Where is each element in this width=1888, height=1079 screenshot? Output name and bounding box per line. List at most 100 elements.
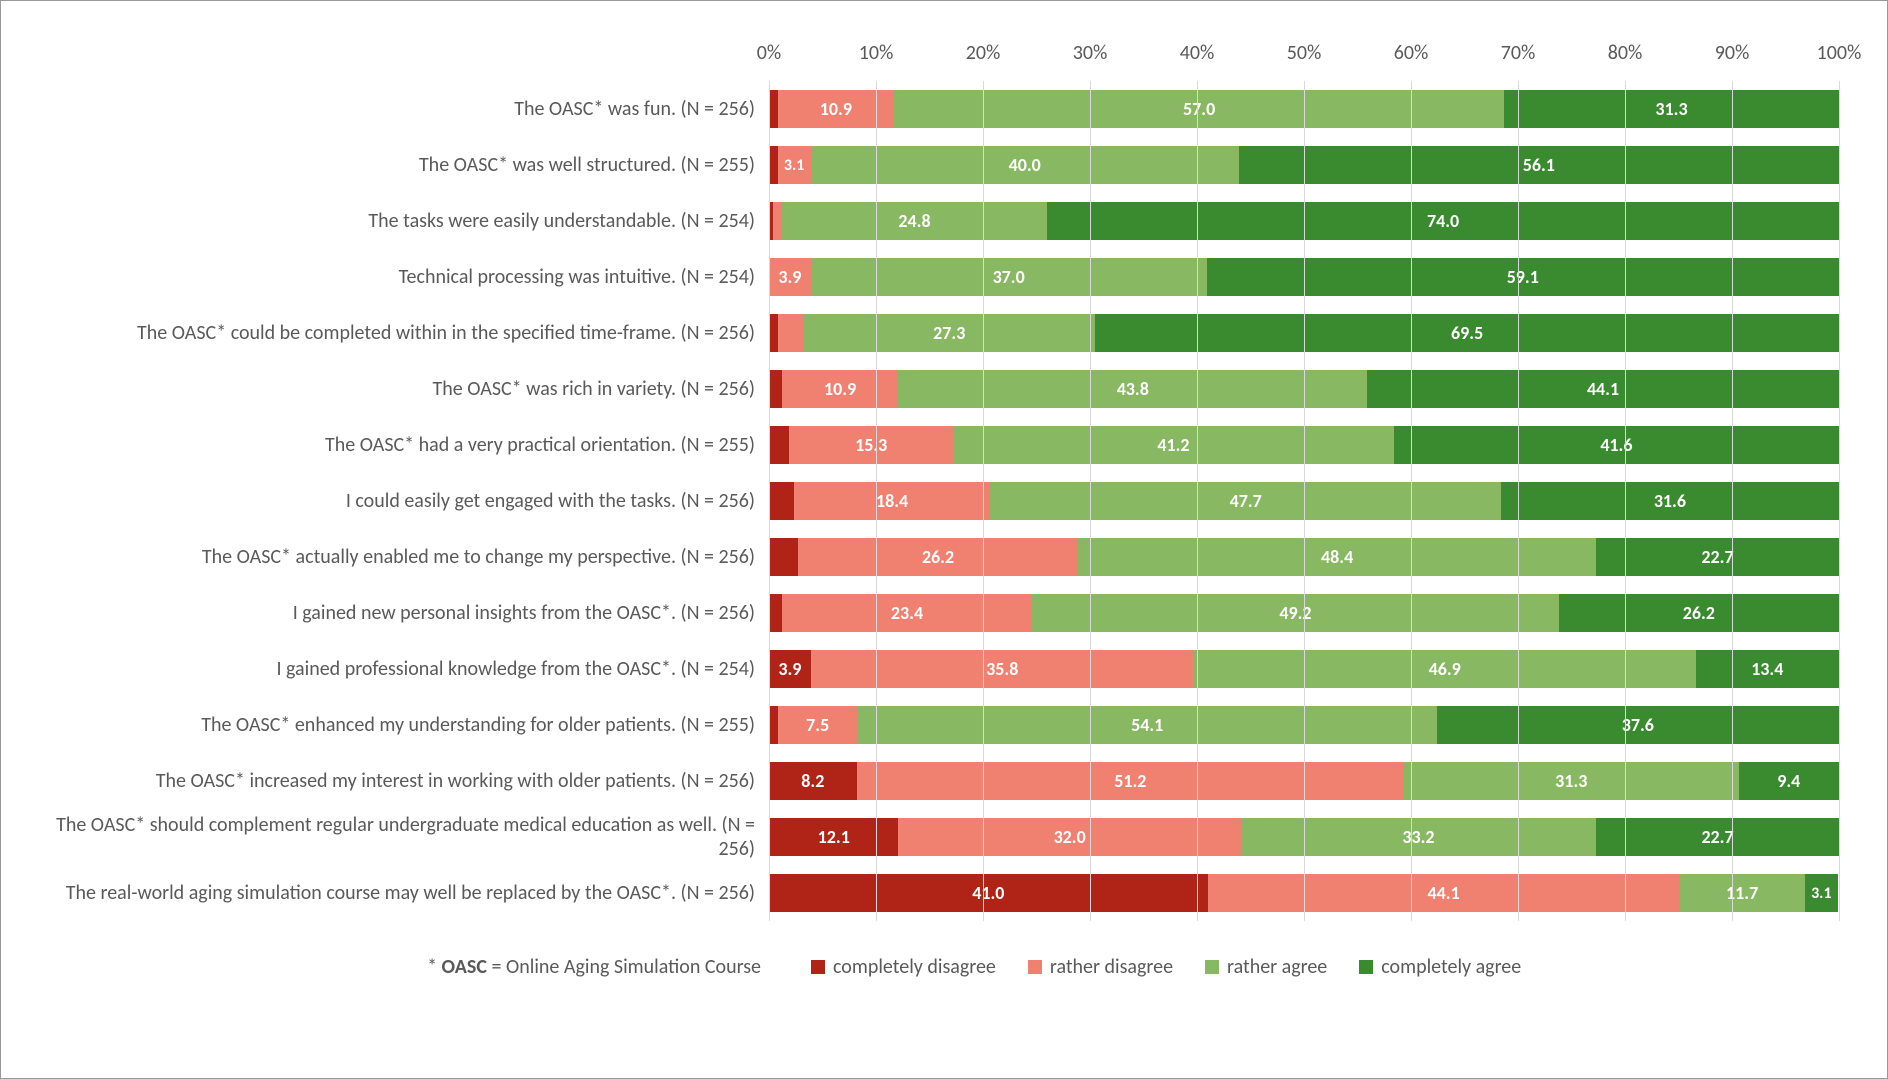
bar-segment-rather-agree: 27.3 — [803, 314, 1095, 352]
legend-item-completely-disagree: completely disagree — [811, 955, 996, 979]
stacked-bar: 3.140.056.1 — [769, 146, 1839, 184]
axis-tick-label: 10% — [859, 41, 894, 65]
bar-segment-completely-disagree — [769, 370, 782, 408]
legend-label: rather disagree — [1050, 955, 1173, 979]
bar-cell: 41.044.111.73.1 — [769, 865, 1839, 921]
bar-segment-completely-disagree — [769, 538, 798, 576]
axis-spacer — [51, 31, 761, 81]
bar-cell: 24.874.0 — [769, 193, 1839, 249]
category-label: The OASC* was fun. (N = 256) — [51, 81, 761, 137]
bar-segment-rather-disagree — [773, 202, 782, 240]
bar-segment-completely-agree: 59.1 — [1207, 258, 1839, 296]
axis-tick-label: 80% — [1608, 41, 1643, 65]
bar-segment-rather-disagree — [778, 314, 804, 352]
axis-tick-label: 30% — [1073, 41, 1108, 65]
bar-segment-rather-agree: 43.8 — [898, 370, 1367, 408]
category-label: The OASC* was rich in variety. (N = 256) — [51, 361, 761, 417]
category-label: The OASC* enhanced my understanding for … — [51, 697, 761, 753]
bar-segment-completely-agree: 26.2 — [1559, 594, 1839, 632]
bar-segment-completely-agree: 37.6 — [1437, 706, 1839, 744]
stacked-bar: 23.449.226.2 — [769, 594, 1839, 632]
axis-tick-label: 90% — [1715, 41, 1750, 65]
bar-segment-completely-disagree — [769, 146, 778, 184]
legend-swatch — [1028, 960, 1042, 974]
category-label: I could easily get engaged with the task… — [51, 473, 761, 529]
stacked-bar: 26.248.422.7 — [769, 538, 1839, 576]
bar-segment-rather-agree: 54.1 — [858, 706, 1437, 744]
bar-segment-rather-disagree: 51.2 — [857, 762, 1404, 800]
bar-segment-rather-disagree: 10.9 — [782, 370, 899, 408]
bar-segment-completely-agree: 31.3 — [1504, 90, 1839, 128]
bar-cell: 18.447.731.6 — [769, 473, 1839, 529]
legend: completely disagree rather disagree rather… — [811, 955, 1521, 979]
bar-segment-rather-agree: 24.8 — [782, 202, 1047, 240]
legend-label: rather agree — [1227, 955, 1327, 979]
bar-segment-completely-agree: 9.4 — [1739, 762, 1839, 800]
bar-cell: 10.943.844.1 — [769, 361, 1839, 417]
stacked-bar: 7.554.137.6 — [769, 706, 1839, 744]
bar-segment-rather-disagree: 44.1 — [1208, 874, 1680, 912]
bar-segment-rather-agree: 48.4 — [1078, 538, 1596, 576]
category-label: The real-world aging simulation course m… — [51, 865, 761, 921]
bar-segment-rather-agree: 49.2 — [1032, 594, 1558, 632]
bar-cell: 10.957.031.3 — [769, 81, 1839, 137]
footnote-suffix: = Online Aging Simulation Course — [487, 955, 761, 979]
bar-segment-completely-agree: 44.1 — [1367, 370, 1839, 408]
axis-tick-label: 70% — [1501, 41, 1536, 65]
footnote-bold: OASC — [442, 955, 487, 979]
stacked-bar: 3.937.059.1 — [769, 258, 1839, 296]
bar-segment-completely-agree: 56.1 — [1239, 146, 1839, 184]
bar-segment-rather-disagree: 23.4 — [782, 594, 1032, 632]
bar-segment-completely-agree: 3.1 — [1805, 874, 1838, 912]
bar-cell: 12.132.033.222.7 — [769, 809, 1839, 865]
category-label: The OASC* had a very practical orientati… — [51, 417, 761, 473]
bar-cell: 3.937.059.1 — [769, 249, 1839, 305]
chart-frame: 0%10%20%30%40%50%60%70%80%90%100% The OA… — [0, 0, 1888, 1079]
bar-segment-completely-disagree — [769, 314, 778, 352]
bar-segment-rather-disagree: 3.9 — [769, 258, 811, 296]
bar-segment-completely-disagree — [769, 426, 789, 464]
bar-segment-rather-agree: 37.0 — [811, 258, 1207, 296]
footer-row: * OASC = Online Aging Simulation Course … — [51, 955, 1837, 979]
bar-segment-rather-disagree: 7.5 — [778, 706, 858, 744]
bar-segment-rather-disagree: 18.4 — [794, 482, 991, 520]
bar-cell: 8.251.231.39.4 — [769, 753, 1839, 809]
axis-tick-label: 100% — [1817, 41, 1862, 65]
legend-label: completely agree — [1381, 955, 1521, 979]
bar-cell: 3.935.846.913.4 — [769, 641, 1839, 697]
bar-cell: 7.554.137.6 — [769, 697, 1839, 753]
axis-tick-label: 60% — [1394, 41, 1429, 65]
stacked-bar: 8.251.231.39.4 — [769, 762, 1839, 800]
category-label: The OASC* increased my interest in worki… — [51, 753, 761, 809]
bar-segment-completely-agree: 74.0 — [1047, 202, 1839, 240]
bar-cell: 23.449.226.2 — [769, 585, 1839, 641]
bar-segment-rather-disagree: 26.2 — [798, 538, 1078, 576]
bar-segment-completely-agree: 22.7 — [1596, 818, 1839, 856]
stacked-bar-chart: 0%10%20%30%40%50%60%70%80%90%100% The OA… — [51, 31, 1837, 921]
category-label: The OASC* actually enabled me to change … — [51, 529, 761, 585]
category-label: The OASC* was well structured. (N = 255) — [51, 137, 761, 193]
bar-segment-completely-disagree: 12.1 — [769, 818, 898, 856]
bar-segment-completely-disagree — [769, 90, 778, 128]
legend-item-rather-disagree: rather disagree — [1028, 955, 1173, 979]
stacked-bar: 24.874.0 — [769, 202, 1839, 240]
bar-segment-completely-agree: 69.5 — [1095, 314, 1839, 352]
bar-segment-rather-agree: 40.0 — [811, 146, 1239, 184]
stacked-bar: 15.341.241.6 — [769, 426, 1839, 464]
gridline — [1839, 81, 1840, 921]
stacked-bar: 10.943.844.1 — [769, 370, 1839, 408]
axis-tick-label: 50% — [1287, 41, 1322, 65]
bar-segment-completely-agree: 31.6 — [1501, 482, 1839, 520]
bar-segment-rather-agree: 57.0 — [894, 90, 1504, 128]
bar-segment-rather-agree: 47.7 — [990, 482, 1500, 520]
legend-swatch — [1205, 960, 1219, 974]
bar-segment-rather-agree: 33.2 — [1241, 818, 1596, 856]
category-label: The OASC* should complement regular unde… — [51, 809, 761, 865]
legend-item-rather-agree: rather agree — [1205, 955, 1327, 979]
footnote: * OASC = Online Aging Simulation Course — [51, 955, 761, 979]
bar-segment-rather-disagree: 32.0 — [898, 818, 1240, 856]
bar-segment-completely-agree: 22.7 — [1596, 538, 1839, 576]
legend-swatch — [811, 960, 825, 974]
stacked-bar: 18.447.731.6 — [769, 482, 1839, 520]
bar-segment-rather-disagree: 15.3 — [789, 426, 953, 464]
